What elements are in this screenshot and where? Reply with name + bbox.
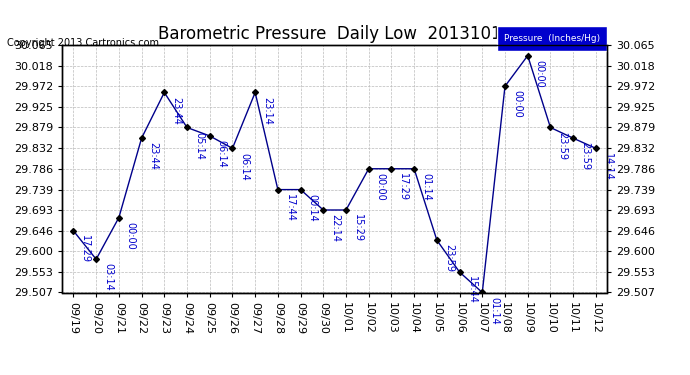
Text: 03:14: 03:14: [103, 263, 113, 291]
Text: 15:29: 15:29: [353, 214, 363, 242]
Text: 00:00: 00:00: [126, 222, 136, 249]
Text: 01:14: 01:14: [489, 297, 500, 324]
Text: 00:14: 00:14: [308, 194, 317, 222]
Text: 06:14: 06:14: [239, 153, 249, 180]
Text: Copyright 2013 Cartronics.com: Copyright 2013 Cartronics.com: [7, 38, 159, 48]
Text: 23:59: 23:59: [580, 142, 590, 170]
Text: 01:14: 01:14: [421, 173, 431, 201]
Text: 23:14: 23:14: [262, 97, 272, 124]
Text: 05:14: 05:14: [194, 132, 204, 159]
Text: 17:29: 17:29: [398, 173, 408, 201]
Text: 23:59: 23:59: [558, 132, 567, 160]
Text: 15:44: 15:44: [466, 276, 477, 304]
Text: Pressure  (Inches/Hg): Pressure (Inches/Hg): [504, 34, 600, 43]
Text: 22:14: 22:14: [331, 214, 340, 242]
Text: 23:44: 23:44: [148, 142, 159, 170]
Text: 00:00: 00:00: [375, 173, 386, 201]
Text: 06:14: 06:14: [217, 140, 227, 168]
Text: 17:29: 17:29: [81, 235, 90, 263]
Text: 23:44: 23:44: [171, 97, 181, 124]
Text: 14:14: 14:14: [603, 153, 613, 180]
Title: Barometric Pressure  Daily Low  20131013: Barometric Pressure Daily Low 20131013: [157, 26, 512, 44]
Text: 00:00: 00:00: [535, 60, 544, 87]
Text: 17:44: 17:44: [285, 194, 295, 222]
Text: 23:59: 23:59: [444, 244, 454, 272]
Text: 00:00: 00:00: [512, 90, 522, 118]
